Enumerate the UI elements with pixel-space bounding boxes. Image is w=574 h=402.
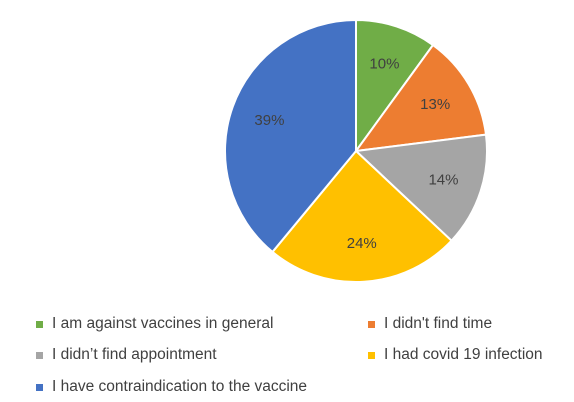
legend-swatch-against-vaccines bbox=[36, 320, 43, 328]
data-label-covid-infection: 24% bbox=[347, 235, 377, 252]
legend-label-covid-infection: I had covid 19 infection bbox=[384, 346, 543, 363]
legend-label-contraindication: I have contraindication to the vaccine bbox=[52, 378, 308, 395]
legend-item-covid-infection: I had covid 19 infection bbox=[368, 346, 543, 364]
pie-slice-contraindication bbox=[224, 18, 357, 254]
legend-label-no-appointment: I didn’t find appointment bbox=[52, 346, 217, 363]
pie-slice-against-vaccines bbox=[355, 18, 435, 155]
legend-label-no-time: I didn't find time bbox=[384, 315, 493, 332]
pie-slice-no-appointment bbox=[353, 133, 488, 243]
legend-item-no-time: I didn't find time bbox=[368, 315, 492, 333]
legend-swatch-covid-infection bbox=[368, 351, 375, 359]
pie-plot-area: 10% 13% 14% 24% 39% bbox=[224, 18, 488, 283]
data-label-against-vaccines: 10% bbox=[369, 56, 399, 73]
legend-item-against-vaccines: I am against vaccines in general bbox=[36, 315, 273, 333]
legend-item-contraindication: I have contraindication to the vaccine bbox=[36, 378, 307, 396]
legend-item-no-appointment: I didn’t find appointment bbox=[36, 346, 217, 364]
legend-label-against-vaccines: I am against vaccines in general bbox=[52, 315, 274, 332]
data-label-contraindication: 39% bbox=[254, 112, 284, 129]
data-label-no-time: 13% bbox=[420, 96, 450, 113]
legend-swatch-contraindication bbox=[36, 383, 43, 391]
legend-swatch-no-appointment bbox=[36, 351, 43, 359]
pie-slice-no-time bbox=[353, 43, 488, 153]
pie-slice-covid-infection bbox=[271, 149, 453, 283]
legend-swatch-no-time bbox=[368, 320, 375, 328]
data-label-no-appointment: 14% bbox=[428, 171, 458, 188]
